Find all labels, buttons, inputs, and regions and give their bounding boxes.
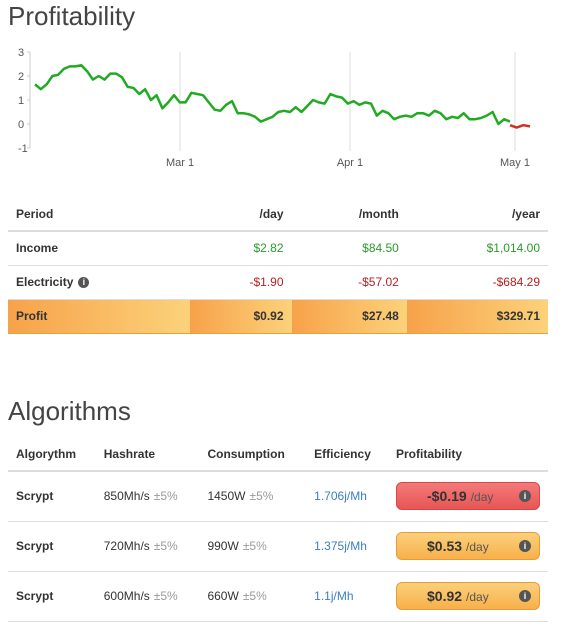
profitability-title: Profitability (8, 1, 136, 31)
electricity-year: -$684.29 (406, 265, 548, 300)
hashrate-cell: 600Mh/s ±5% (95, 571, 200, 622)
income-year: $1,014.00 (406, 231, 548, 266)
profitability-cell: $0.53/day i (388, 521, 548, 572)
hashrate-variance: ±5% (153, 489, 178, 504)
y-tick-label: 0 (18, 119, 24, 131)
algorithms-title: Algorithms (8, 396, 131, 426)
info-circle-icon[interactable]: i (78, 277, 90, 289)
table-row: Income $2.82 $84.50 $1,014.00 (8, 231, 548, 266)
efficiency: 1.375j/Mh (306, 521, 388, 572)
hashrate-variance: ±5% (153, 539, 178, 553)
hashrate: 850Mh/s (103, 489, 150, 504)
col-profitability: Profitability (388, 437, 548, 472)
algorithms-table: Algorythm Hashrate Consumption Efficienc… (8, 437, 548, 622)
consumption-variance: ±5% (249, 489, 274, 504)
col-day: /day (189, 197, 292, 232)
table-row: Scrypt 850Mh/s ±5% 1450W ±5% 1.706j/Mh -$0… (8, 471, 548, 522)
income-month: $84.50 (291, 231, 407, 266)
profitability-value-wrap: $0.53/day (409, 538, 489, 554)
col-period: Period (8, 197, 190, 232)
profitability-unit: /day (470, 490, 494, 505)
algo-name: Scrypt (8, 521, 96, 572)
col-month: /month (291, 197, 407, 232)
info-circle-icon[interactable]: i (519, 540, 531, 552)
profitability-value-wrap: $0.92/day (409, 588, 489, 604)
efficiency: 1.1j/Mh (306, 571, 388, 622)
y-tick-label: 3 (18, 47, 24, 59)
profitability-chart: 3 2 1 0 -1 Mar 1 Apr 1 May 1 (18, 47, 531, 169)
consumption: 660W (207, 589, 239, 603)
table-row-profit: Profit $0.92 $27.48 $329.71 (8, 299, 548, 334)
profitability-cell: -$0.19/day i (388, 471, 548, 522)
income-day: $2.82 (189, 231, 292, 266)
row-label-electricity: Electricity (16, 275, 74, 289)
col-efficiency: Efficiency (306, 437, 388, 472)
row-label-electricity-cell: Electricity i (8, 265, 190, 300)
profitability-value: -$0.19 (427, 488, 467, 505)
profitability-value-wrap: -$0.19/day (409, 488, 493, 504)
consumption-cell: 1450W ±5% (199, 471, 307, 522)
consumption: 1450W (207, 489, 246, 504)
table-header-row: Algorythm Hashrate Consumption Efficienc… (8, 437, 548, 472)
profitability-cell: $0.92/day i (388, 571, 548, 622)
info-circle-icon[interactable]: i (519, 590, 531, 602)
consumption-cell: 990W ±5% (199, 521, 307, 572)
table-row: Electricity i -$1.90 -$57.02 -$684.29 (8, 265, 548, 300)
table-row: Scrypt 600Mh/s ±5% 660W ±5% 1.1j/Mh $0.92/… (8, 571, 548, 622)
algo-name: Scrypt (8, 471, 96, 522)
algo-name: Scrypt (8, 571, 96, 622)
hashrate: 600Mh/s (103, 589, 150, 603)
profitability-badge[interactable]: -$0.19/day i (396, 482, 540, 511)
x-tick-label: Apr 1 (337, 157, 363, 169)
col-hashrate: Hashrate (95, 437, 200, 472)
efficiency: 1.706j/Mh (306, 471, 388, 522)
col-year: /year (406, 197, 548, 232)
hashrate-cell: 720Mh/s ±5% (95, 521, 200, 572)
electricity-day: -$1.90 (189, 265, 292, 300)
row-label-profit: Profit (8, 299, 190, 334)
y-tick-label: 2 (18, 71, 24, 83)
y-tick-label: 1 (18, 95, 24, 107)
table-row: Scrypt 720Mh/s ±5% 990W ±5% 1.375j/Mh $0.5… (8, 521, 548, 572)
profitability-badge[interactable]: $0.53/day i (396, 532, 540, 560)
consumption: 990W (207, 539, 239, 553)
profitability-unit: /day (466, 590, 489, 604)
profit-month: $27.48 (291, 299, 407, 334)
profitability-unit: /day (466, 540, 489, 554)
series-line-profit (34, 63, 511, 126)
consumption-variance: ±5% (242, 539, 267, 553)
info-circle-icon[interactable]: i (519, 490, 531, 503)
table-header-row: Period /day /month /year (8, 197, 548, 232)
col-consumption: Consumption (199, 437, 307, 472)
consumption-variance: ±5% (242, 589, 267, 603)
profitability-value: $0.92 (427, 588, 463, 604)
electricity-month: -$57.02 (291, 265, 407, 300)
hashrate-cell: 850Mh/s ±5% (95, 471, 200, 522)
x-tick-label: Mar 1 (166, 157, 194, 169)
hashrate: 720Mh/s (103, 539, 150, 553)
profitability-value: $0.53 (427, 538, 463, 554)
y-tick-label: -1 (18, 143, 28, 155)
col-algorithm: Algorythm (8, 437, 96, 472)
series-line-loss (509, 123, 531, 129)
row-label-income: Income (8, 231, 190, 266)
hashrate-variance: ±5% (153, 589, 178, 603)
consumption-cell: 660W ±5% (199, 571, 307, 622)
profit-day: $0.92 (189, 299, 292, 334)
profit-year: $329.71 (406, 299, 548, 334)
profitability-badge[interactable]: $0.92/day i (396, 582, 540, 610)
profitability-table: Period /day /month /year Income $2.82 $8… (8, 197, 548, 334)
x-tick-label: May 1 (500, 157, 530, 169)
